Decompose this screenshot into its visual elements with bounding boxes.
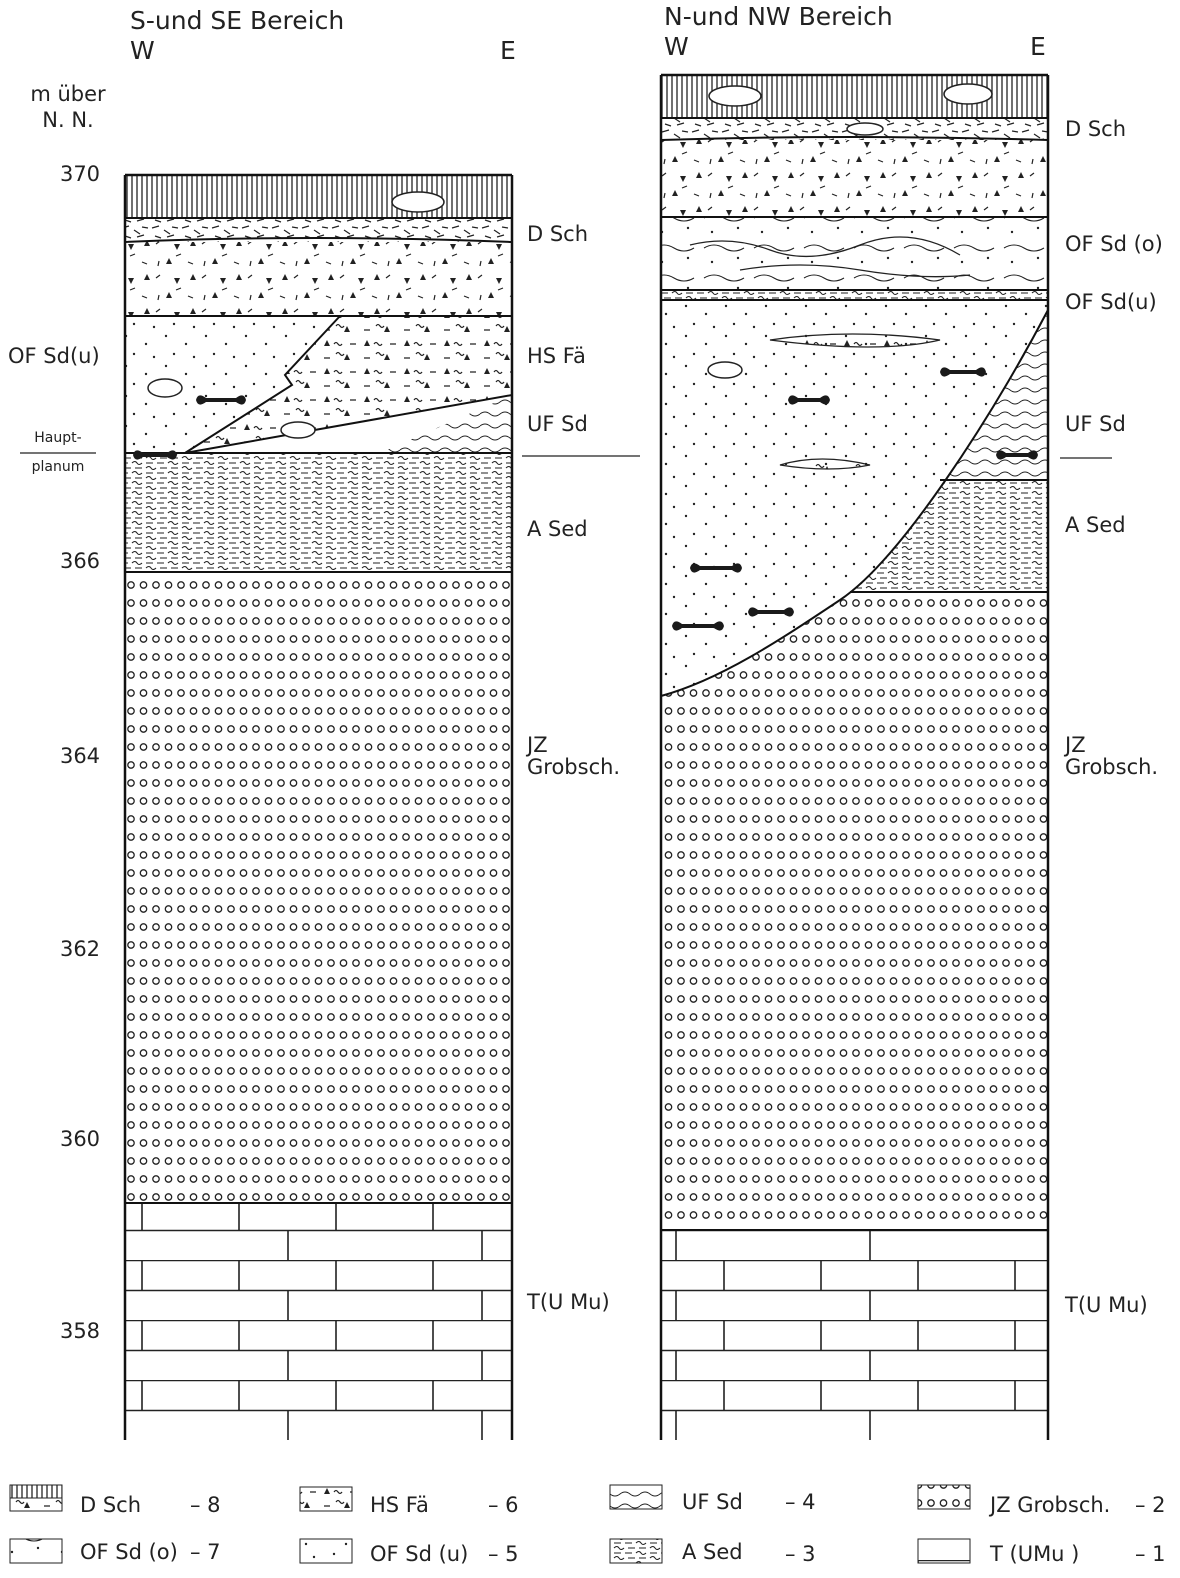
level-label: 366 xyxy=(60,549,100,573)
layer-label: D Sch xyxy=(527,222,588,246)
layer-shape xyxy=(661,216,1048,1231)
level-label: 370 xyxy=(60,162,100,186)
layer-label: A Sed xyxy=(1065,513,1126,537)
legend-label: D Sch xyxy=(80,1493,141,1517)
layer-label: JZ xyxy=(1063,733,1086,757)
legend-label: JZ Grobsch. xyxy=(988,1493,1110,1517)
legend-code: – 8 xyxy=(190,1493,221,1517)
layer-shape xyxy=(9,1484,63,1499)
bone-symbol xyxy=(690,563,742,573)
layer-shape xyxy=(125,316,340,453)
direction: W xyxy=(130,36,155,65)
legend-code: – 2 xyxy=(1135,1493,1166,1517)
layer-shape xyxy=(125,242,512,316)
layer-shape xyxy=(769,333,941,348)
layer-shape xyxy=(609,1538,663,1564)
bone-symbol xyxy=(672,621,724,631)
layer-shape xyxy=(661,140,1048,217)
legend-label: A Sed xyxy=(682,1540,743,1564)
bone-symbol xyxy=(996,450,1038,460)
profile-title: N-und NW Bereich xyxy=(664,2,893,31)
bone-symbol xyxy=(940,367,986,377)
layer-label: T(U Mu) xyxy=(1064,1293,1148,1317)
layer-shape xyxy=(689,236,971,278)
profile-title: S-und SE Bereich xyxy=(130,6,344,35)
layer-shape xyxy=(943,83,993,105)
direction: W xyxy=(664,32,689,61)
layer-shape xyxy=(609,1484,663,1510)
layer-shape xyxy=(125,1203,512,1440)
level-label: 364 xyxy=(60,744,100,768)
legend-label: UF Sd xyxy=(682,1490,743,1514)
profile-left: S-und SE Bereich W E D Sch HS Fä UF Sd A… xyxy=(8,6,620,1440)
legend-code: – 3 xyxy=(785,1542,816,1566)
layer-shape xyxy=(660,309,1049,697)
elevation-axis: m über N. N. 370 366 364 362 360 358 Hau… xyxy=(20,82,1112,1343)
bone-symbol xyxy=(196,395,246,405)
layer-label: OF Sd(u) xyxy=(1065,290,1157,314)
layer-shape xyxy=(661,217,1048,290)
layer-shape xyxy=(125,572,512,1203)
axis-unit: m über xyxy=(30,82,106,106)
layer-shape xyxy=(661,1230,1048,1440)
layer-shape xyxy=(125,175,512,218)
layer-label: Grobsch. xyxy=(1065,755,1158,779)
bone-symbol xyxy=(133,450,177,460)
layer-shape xyxy=(9,1497,63,1512)
layer-shape xyxy=(299,1486,353,1512)
layer-shape xyxy=(124,217,513,454)
legend-label: OF Sd (o) xyxy=(80,1540,178,1564)
layer-shape xyxy=(9,1538,63,1564)
legend-label: OF Sd (u) xyxy=(370,1542,468,1566)
layer-shape xyxy=(661,290,1048,300)
layer-shape xyxy=(147,378,183,398)
layer-label: UF Sd xyxy=(1065,412,1126,436)
layer-shape xyxy=(917,1484,971,1510)
layer-label: D Sch xyxy=(1065,117,1126,141)
layer-shape xyxy=(917,1538,971,1564)
layer-label: OF Sd(u) xyxy=(8,344,100,368)
legend-label: T (UMu ) xyxy=(989,1542,1079,1566)
legend-label: HS Fä xyxy=(370,1493,429,1517)
layer-label: T(U Mu) xyxy=(526,1290,610,1314)
layer-shape xyxy=(280,421,316,439)
legend-code: – 7 xyxy=(190,1540,221,1564)
layer-shape xyxy=(708,85,762,107)
layer-label: Grobsch. xyxy=(527,755,620,779)
layer-shape xyxy=(846,122,884,136)
layer-label: OF Sd (o) xyxy=(1065,232,1163,256)
bone-symbol xyxy=(788,395,830,405)
legend-code: – 1 xyxy=(1135,1542,1166,1566)
legend-code: – 4 xyxy=(785,1490,816,1514)
layer-shape xyxy=(707,361,743,379)
layer-shape xyxy=(659,73,1050,1440)
layer-shape xyxy=(123,173,514,1440)
layer-shape xyxy=(299,1538,353,1564)
level-label: 362 xyxy=(60,937,100,961)
layer-shape xyxy=(380,395,512,453)
layer-label: JZ xyxy=(525,733,548,757)
layer-shape xyxy=(779,458,871,470)
layer-shape xyxy=(125,315,512,1204)
marker-label: planum xyxy=(32,459,85,475)
layer-shape xyxy=(661,300,1048,696)
layer-shape xyxy=(660,117,1049,593)
legend-code: – 6 xyxy=(488,1493,519,1517)
layer-shape xyxy=(391,191,445,213)
layer-label: UF Sd xyxy=(527,412,588,436)
marker-label: Haupt- xyxy=(34,430,81,446)
layer-shape xyxy=(125,453,512,572)
profile-right: N-und NW Bereich W E D Sch OF Sd (o) OF … xyxy=(659,2,1163,1440)
layer-label: A Sed xyxy=(527,517,588,541)
legend-code: – 5 xyxy=(488,1542,519,1566)
legend: D Sch – 8 HS Fä – 6 UF Sd – 4 JZ Grobsch… xyxy=(9,1484,1166,1566)
direction: E xyxy=(500,36,516,65)
level-label: 358 xyxy=(60,1319,100,1343)
layer-label: HS Fä xyxy=(527,344,586,368)
direction: E xyxy=(1030,32,1046,61)
level-label: 360 xyxy=(60,1127,100,1151)
bone-symbol xyxy=(748,607,794,617)
axis-unit: N. N. xyxy=(42,108,93,132)
